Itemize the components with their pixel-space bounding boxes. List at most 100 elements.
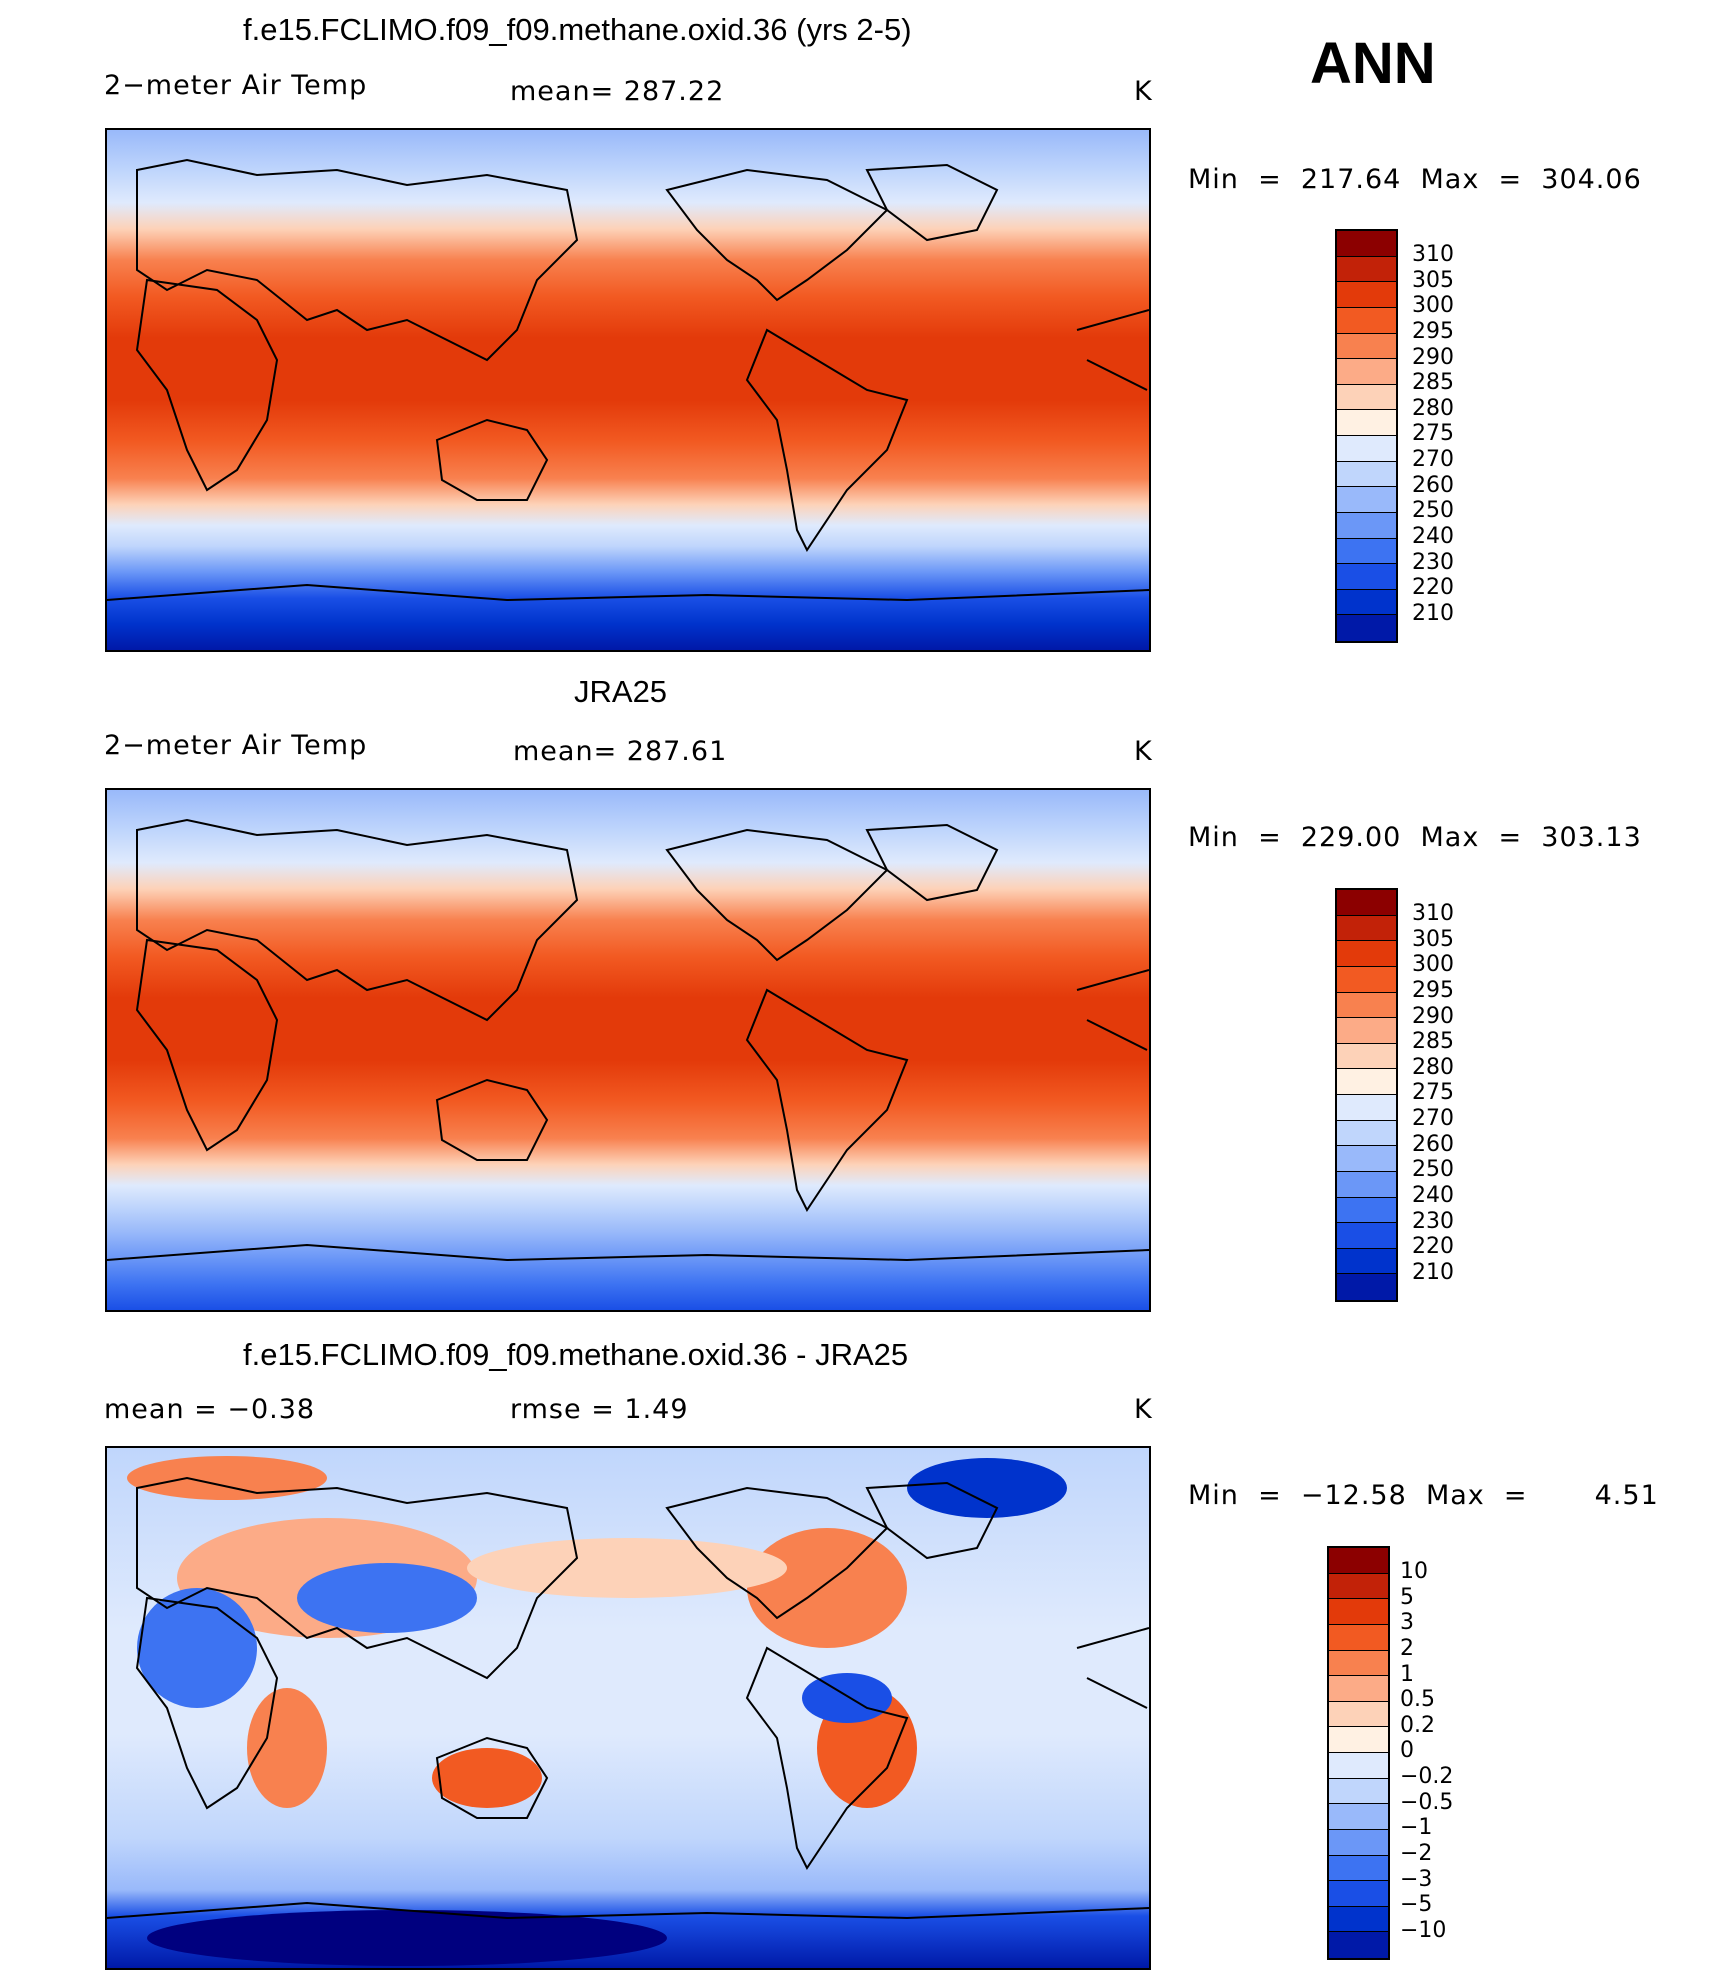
colorbar-level-label: 240 [1412,523,1454,549]
difference-map [105,1446,1151,1970]
colorbar-level-label: 300 [1412,952,1454,978]
colorbar-level-label: 3 [1400,1610,1414,1636]
diff-colorbar [1327,1546,1390,1960]
colorbar-level-label: 240 [1412,1182,1454,1208]
colorbar-box [1329,1753,1388,1779]
colorbar-box [1337,487,1396,513]
panel-title: f.e15.FCLIMO.f09_f09.methane.oxid.36 (yr… [243,12,912,47]
colorbar-box [1329,1778,1388,1805]
colorbar-level-label: 300 [1412,293,1454,319]
colorbar-level-label: 250 [1412,498,1454,524]
colorbar-box [1337,1146,1396,1172]
colorbar-box [1337,1120,1396,1147]
colorbar-box [1337,1043,1396,1070]
colorbar-box [1329,1548,1388,1574]
colorbar-level-label: 310 [1412,242,1454,267]
min-max-label: Min = 229.00 Max = 303.13 [1188,822,1642,853]
model-temperature-map [105,128,1151,652]
panel-title: f.e15.FCLIMO.f09_f09.methane.oxid.36 - J… [243,1337,909,1372]
units-label: K [1134,1394,1153,1425]
variable-label: 2−meter Air Temp [104,70,368,101]
colorbar-level-label: 260 [1412,472,1454,498]
model-colorbar [1335,229,1398,643]
colorbar-level-label: 0.5 [1400,1687,1435,1713]
colorbar-box [1337,512,1396,539]
colorbar-box [1337,992,1396,1019]
colorbar-level-label: 305 [1412,926,1454,952]
colorbar-level-label: 1 [1400,1661,1414,1687]
colorbar-level-label: 275 [1412,421,1454,447]
colorbar-level-label: 280 [1412,1054,1454,1080]
colorbar-level-label: 2 [1400,1635,1414,1661]
coastlines [107,1476,1149,1920]
colorbar-box [1337,461,1396,488]
colorbar-level-label: 260 [1412,1131,1454,1157]
min-max-label: Min = −12.58 Max = 4.51 [1188,1480,1659,1511]
colorbar-box [1329,1650,1388,1677]
mean-label: mean= 287.61 [513,736,728,767]
colorbar-box [1337,410,1396,436]
colorbar-box [1337,915,1396,942]
mean-label: mean = −0.38 [104,1394,316,1425]
colorbar-box [1329,1573,1388,1600]
season-label: ANN [1310,31,1436,96]
colorbar-box [1337,1274,1396,1300]
colorbar-box [1337,1095,1396,1121]
colorbar-level-label: 290 [1412,344,1454,370]
coastlines [107,158,1149,602]
colorbar-level-label: 310 [1412,901,1454,926]
colorbar-box [1337,256,1396,283]
colorbar-level-label: 285 [1412,1029,1454,1055]
colorbar-box [1337,1223,1396,1249]
colorbar-box [1329,1906,1388,1933]
colorbar-box [1337,1197,1396,1224]
colorbar-box [1337,538,1396,565]
colorbar-box [1337,1248,1396,1275]
mean-label: mean= 287.22 [510,76,725,107]
colorbar-box [1329,1676,1388,1702]
colorbar-box [1329,1932,1388,1958]
colorbar-level-label: 210 [1412,1259,1454,1285]
colorbar-level-label: 280 [1412,395,1454,421]
colorbar-level-label: −0.5 [1400,1789,1454,1815]
colorbar-level-label: 0 [1400,1738,1414,1764]
colorbar-level-label: 295 [1412,318,1454,344]
variable-label: 2−meter Air Temp [104,730,368,761]
obs-temperature-map [105,788,1151,1312]
colorbar-box [1337,231,1396,257]
colorbar-box [1329,1701,1388,1728]
colorbar-box [1337,307,1396,334]
colorbar-level-label: 220 [1412,575,1454,601]
colorbar-box [1337,615,1396,641]
colorbar-box [1337,359,1396,385]
colorbar-box [1337,384,1396,411]
colorbar-level-label: 10 [1400,1559,1428,1584]
colorbar-box [1329,1881,1388,1907]
colorbar-level-label: 305 [1412,267,1454,293]
colorbar-box [1329,1727,1388,1753]
colorbar-box [1337,890,1396,916]
rmse-label: rmse = 1.49 [510,1394,689,1425]
colorbar-level-label: 250 [1412,1157,1454,1183]
colorbar-level-label: 275 [1412,1080,1454,1106]
colorbar-level-label: 285 [1412,370,1454,396]
units-label: K [1134,736,1153,767]
colorbar-box [1329,1599,1388,1625]
colorbar-level-label: −10 [1400,1917,1447,1943]
colorbar-level-label: −2 [1400,1840,1433,1866]
colorbar-level-label: 230 [1412,1208,1454,1234]
colorbar-box [1337,1018,1396,1044]
colorbar-level-label: 270 [1412,447,1454,472]
colorbar-box [1337,282,1396,308]
colorbar-level-label: 290 [1412,1003,1454,1029]
difference-anomalies [127,1456,1067,1966]
colorbar-box [1337,589,1396,616]
units-label: K [1134,76,1153,107]
colorbar-level-label: 295 [1412,977,1454,1003]
colorbar-box [1337,564,1396,590]
colorbar-level-label: 0.2 [1400,1712,1435,1738]
colorbar-box [1329,1804,1388,1830]
colorbar-box [1337,436,1396,462]
colorbar-box [1329,1624,1388,1651]
colorbar-level-label: −3 [1400,1866,1433,1892]
